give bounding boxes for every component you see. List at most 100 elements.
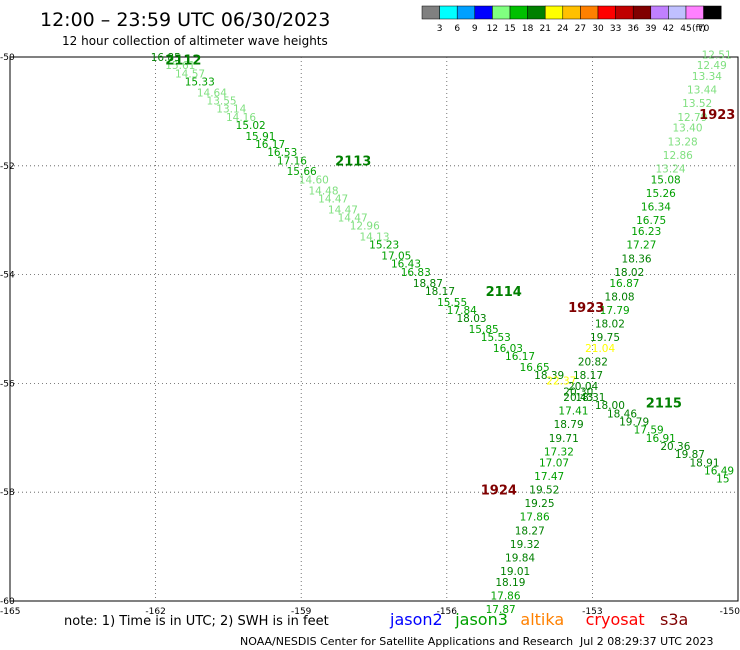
swh-value: 20.30: [563, 387, 593, 399]
lat-tick-label: -58: [0, 488, 15, 498]
lat-tick-label: -52: [0, 162, 15, 172]
swh-value: 16.23: [631, 226, 661, 238]
grid-lines: [10, 57, 738, 601]
legend-label: 12: [487, 24, 498, 34]
swh-value: 14.47: [328, 204, 358, 216]
legend-swatch: [421, 5, 440, 20]
swh-value: 18.31: [575, 392, 605, 404]
swh-value: 14.47: [338, 212, 368, 224]
swh-value: 14.64: [197, 87, 227, 99]
swh-value: 19.01: [500, 566, 530, 578]
swh-value: 15.33: [185, 76, 215, 88]
legend-label: 15: [504, 24, 515, 34]
swh-value: 17.16: [277, 155, 307, 167]
swh-value: 16.17: [505, 351, 535, 363]
time-label: 2112: [165, 54, 201, 69]
legend-swatch: [580, 5, 599, 20]
swh-value: 18.79: [554, 419, 584, 431]
swh-value: 13.24: [655, 164, 685, 176]
swh-value: 14.60: [299, 174, 329, 186]
track-1: 16.8515.6114.5715.3314.6413.5513.1414.16…: [151, 52, 734, 486]
swh-value: 12.79: [677, 112, 707, 124]
swh-value: 18.91: [689, 457, 719, 469]
swh-value: 19.52: [529, 484, 559, 496]
mission-label: altika: [520, 610, 564, 629]
swh-value: 15.23: [369, 240, 399, 252]
time-label: 2113: [335, 154, 371, 169]
swh-value: 13.52: [682, 98, 712, 110]
time-label: 1923: [568, 301, 604, 316]
swh-value: 18.87: [413, 278, 443, 290]
swh-value: 21.04: [585, 343, 615, 355]
swh-value: 13.34: [692, 71, 722, 83]
swh-value: 19.25: [524, 498, 554, 510]
time-label: 1923: [699, 108, 735, 123]
plot-area: -165 -162 -159 -156 -153 -150 -50 -52 -54 -56 -58 -…: [0, 49, 740, 617]
swh-value: 20.43: [563, 392, 593, 404]
swh-value: 18.17: [573, 370, 603, 382]
mission-legend: jason2 jason3 altika cryosat s3a: [389, 610, 688, 629]
legend-label: 27: [575, 24, 586, 34]
time-label: 1924: [481, 483, 517, 498]
legend-swatch: [597, 5, 616, 20]
footer-timestamp: Jul 2 08:29:37 UTC 2023: [579, 635, 713, 648]
swh-value: 15.85: [469, 324, 499, 336]
swh-value: 18.08: [605, 291, 635, 303]
swh-value: 16.91: [646, 433, 676, 445]
swh-value: 13.55: [207, 96, 237, 108]
legend-swatch: [685, 5, 704, 20]
swh-value: 16.75: [636, 215, 666, 227]
mission-label: cryosat: [586, 610, 645, 629]
legend-swatch: [456, 5, 476, 20]
legend-swatch: [632, 5, 652, 20]
swh-value: 16.43: [391, 259, 421, 271]
swh-value: 18.02: [614, 267, 644, 279]
swh-value: 14.47: [318, 193, 348, 205]
swh-value: 17.41: [558, 406, 588, 418]
swh-value: 18.02: [595, 319, 625, 331]
swh-value: 17.86: [520, 512, 550, 524]
satellite-tracks: 16.8515.6114.5715.3314.6413.5513.1414.16…: [151, 49, 736, 616]
lat-tick-label: -60: [0, 597, 15, 607]
swh-value: 17.86: [490, 591, 520, 603]
swh-value: 12.86: [663, 150, 693, 162]
swh-value: 16.03: [493, 343, 523, 355]
legend-label: 3: [437, 24, 443, 34]
plot-frame: [9, 56, 739, 602]
swh-value: 13.44: [687, 85, 717, 97]
swh-value: 19.71: [549, 433, 579, 445]
tick-labels: -165 -162 -159 -156 -153 -150 -50 -52 -54 -56 -58 -…: [0, 53, 740, 617]
swh-value: 22.37: [546, 376, 576, 388]
page-title: 12:00 – 23:59 UTC 06/30/2023: [40, 9, 330, 31]
legend-swatch: [703, 5, 722, 20]
legend-swatch: [668, 5, 687, 20]
swh-value: 17.59: [634, 425, 664, 437]
swh-value: 16.83: [401, 267, 431, 279]
time-label: 2114: [486, 285, 522, 300]
legend-swatch: [439, 5, 458, 20]
swh-value: 19.75: [590, 332, 620, 344]
swh-value: 15.08: [651, 174, 681, 186]
legend-label: 30: [592, 24, 604, 34]
swh-value: 20.04: [568, 381, 598, 393]
swh-value: 16.53: [267, 147, 297, 159]
swh-value: 16.49: [704, 465, 734, 477]
legend-label: 36: [627, 24, 639, 34]
swh-value: 16.87: [609, 278, 639, 290]
swh-value: 17.79: [600, 305, 630, 317]
swh-value: 16.17: [255, 139, 285, 151]
legend-swatch: [474, 5, 493, 20]
legend-label: 33: [610, 24, 621, 34]
mission-label: jason3: [454, 610, 508, 629]
swh-value: 12.51: [702, 49, 732, 61]
lon-tick-label: -150: [720, 607, 740, 617]
lon-tick-label: -165: [0, 607, 20, 617]
swh-value: 18.46: [607, 408, 637, 420]
swh-value: 18.39: [534, 370, 564, 382]
swh-value: 18.00: [595, 400, 625, 412]
swh-value: 12.96: [350, 221, 380, 233]
swh-value: 18.27: [515, 525, 545, 537]
swh-value: 14.16: [226, 112, 256, 124]
swh-value: 15.61: [165, 60, 195, 72]
